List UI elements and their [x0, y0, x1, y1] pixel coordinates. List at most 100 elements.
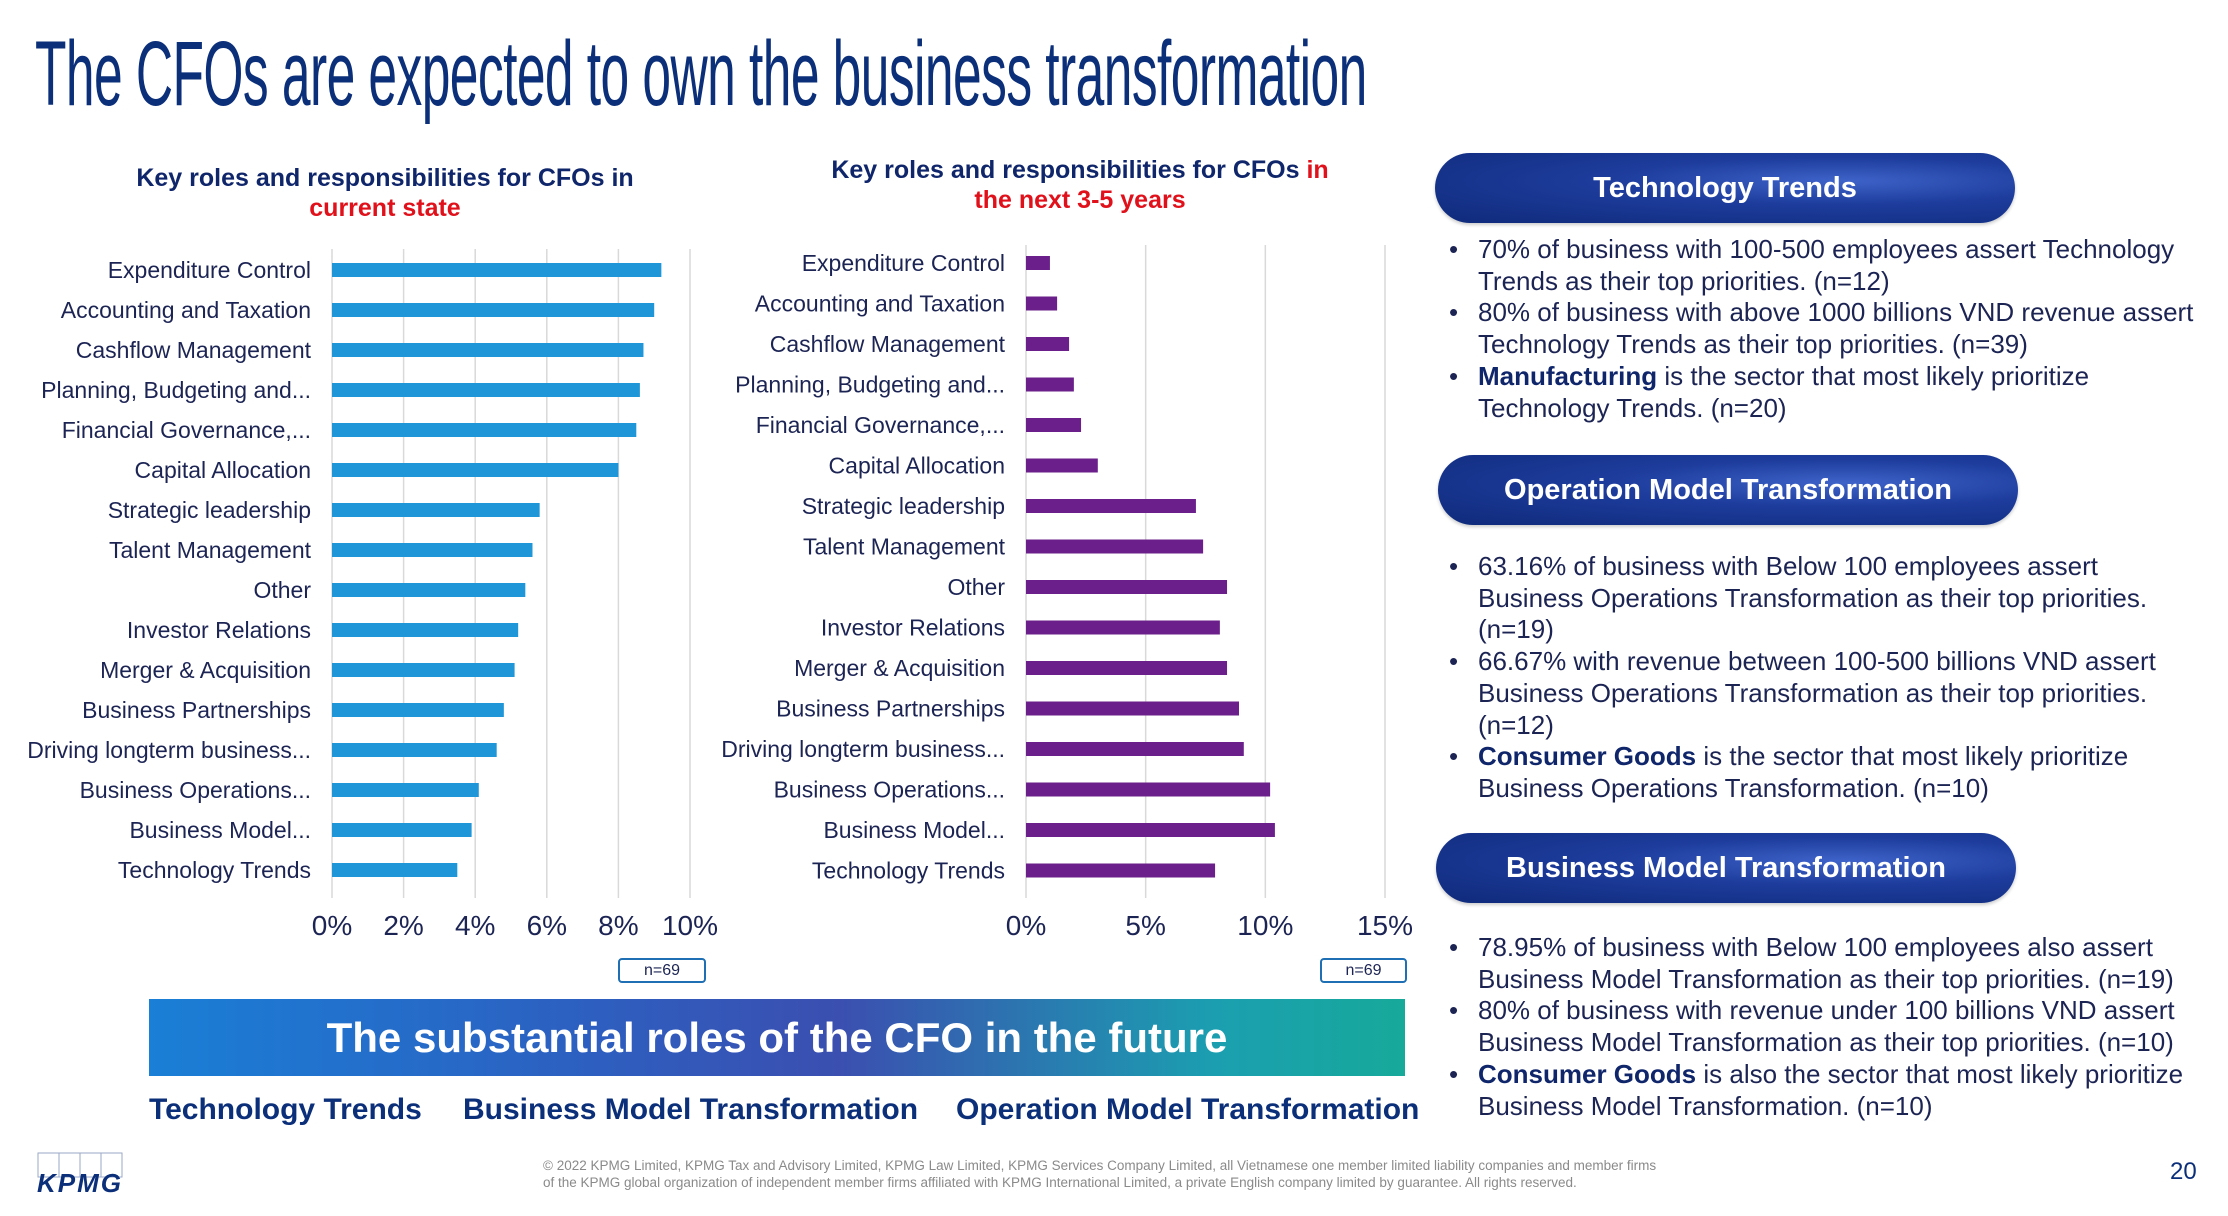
svg-text:KPMG: KPMG — [37, 1168, 121, 1196]
chart2-bar — [1026, 458, 1098, 473]
chart1-bar — [332, 663, 515, 677]
chart2-bar — [1026, 499, 1196, 513]
chart1-category-label: Business Operations... — [80, 777, 311, 803]
section-header-business-model: Business Model Transformation — [1436, 833, 2016, 903]
chart2-bar — [1026, 742, 1244, 756]
chart1-bar — [332, 783, 479, 797]
chart1-category-label: Financial Governance,... — [62, 417, 311, 443]
chart1-bar — [332, 423, 637, 437]
bullet-item: 80% of business with above 1000 billions… — [1449, 297, 2209, 360]
chart1-category-label: Cashflow Management — [76, 337, 312, 363]
chart2-bar — [1026, 337, 1070, 351]
chart2-category-label: Financial Governance,... — [756, 412, 1005, 438]
chart1-tick-label: 4% — [455, 910, 495, 941]
chart1-bar — [332, 303, 655, 317]
role-technology-trends: Technology Trends — [149, 1093, 422, 1126]
chart1-bar — [332, 823, 472, 837]
chart1-bar — [332, 263, 662, 277]
chart2-category-label: Business Operations... — [774, 777, 1005, 803]
chart1-category-label: Technology Trends — [118, 857, 311, 883]
chart-current-state: 0% 2% 4% 6% 8% 10% Expenditure Control Accounti… — [27, 245, 1413, 941]
chart1-bar — [332, 383, 640, 397]
section-header-technology-trends: Technology Trends — [1435, 153, 2015, 223]
operation-model-bullets: 63.16% of business with Below 100 employ… — [1449, 551, 2209, 805]
chart1-bar — [332, 583, 526, 597]
business-model-bullets: 78.95% of business with Below 100 employ… — [1449, 932, 2209, 1122]
chart1-title: Key roles and responsibilities for CFOs … — [90, 163, 680, 223]
chart2-title-line1: Key roles and responsibilities for CFOs — [831, 156, 1300, 184]
chart1-category-label: Capital Allocation — [135, 457, 311, 483]
chart1-bar — [332, 743, 497, 757]
chart1-category-label: Talent Management — [109, 537, 312, 563]
bullet-item: Consumer Goods is also the sector that m… — [1449, 1059, 2209, 1122]
chart1-category-label: Strategic leadership — [108, 497, 311, 523]
chart1-bar — [332, 503, 540, 517]
chart1-category-label: Accounting and Taxation — [61, 297, 311, 323]
chart2-category-label: Merger & Acquisition — [794, 655, 1005, 681]
chart2-bar — [1026, 377, 1074, 392]
chart2-bar — [1026, 823, 1275, 837]
chart1-category-label: Other — [253, 577, 311, 603]
chart2-title: Key roles and responsibilities for CFOs … — [780, 155, 1380, 215]
chart2-category-label: Other — [947, 574, 1005, 600]
chart2-title-in: in — [1306, 156, 1329, 184]
chart2-bar — [1026, 256, 1050, 270]
chart2-category-label: Business Model... — [823, 817, 1005, 843]
chart2-bar — [1026, 863, 1216, 878]
chart1-bar — [332, 343, 644, 357]
page-number: 20 — [2170, 1158, 2197, 1185]
chart2-bar — [1026, 539, 1204, 554]
chart2-bar — [1026, 782, 1271, 797]
kpmg-logo: KPMG — [37, 1152, 123, 1196]
chart1-bar — [332, 703, 504, 717]
chart2-bar — [1026, 620, 1220, 635]
chart1-title-line2: current state — [309, 194, 461, 222]
section-header-operation-model: Operation Model Transformation — [1438, 455, 2018, 525]
bullet-item: 80% of business with revenue under 100 b… — [1449, 995, 2209, 1058]
chart1-tick-label: 10% — [662, 910, 718, 941]
chart2-category-label: Driving longterm business... — [721, 736, 1005, 762]
chart1-tick-label: 8% — [598, 910, 638, 941]
chart2-category-label: Expenditure Control — [802, 250, 1005, 276]
role-business-model: Business Model Transformation — [463, 1093, 919, 1126]
chart2-category-label: Business Partnerships — [776, 696, 1005, 722]
chart1-tick-label: 6% — [527, 910, 567, 941]
chart1-bar — [332, 863, 458, 877]
chart1-category-label: Planning, Budgeting and... — [41, 377, 311, 403]
chart2-category-label: Talent Management — [803, 534, 1006, 560]
chart2-title-line2: the next 3-5 years — [974, 186, 1186, 214]
chart2-category-label: Investor Relations — [821, 615, 1005, 641]
chart1-category-label: Business Partnerships — [82, 697, 311, 723]
page-title: The CFOs are expected to own the busines… — [35, 23, 1367, 125]
chart2-tick-label: 15% — [1357, 910, 1413, 941]
chart2-bar — [1026, 661, 1228, 675]
copyright-line-2: of the KPMG global organization of indep… — [543, 1175, 1577, 1190]
chart2-category-label: Planning, Budgeting and... — [735, 372, 1005, 398]
chart1-category-label: Expenditure Control — [108, 257, 311, 283]
bullet-item: 66.67% with revenue between 100-500 bill… — [1449, 646, 2209, 741]
bullet-item: Manufacturing is the sector that most li… — [1449, 361, 2209, 424]
chart1-title-line1: Key roles and responsibilities for CFOs … — [136, 164, 634, 192]
copyright-line-1: © 2022 KPMG Limited, KPMG Tax and Adviso… — [543, 1158, 1657, 1173]
chart1-sample-size: n=69 — [618, 958, 706, 983]
chart2-category-label: Accounting and Taxation — [755, 291, 1005, 317]
bullet-item: Consumer Goods is the sector that most l… — [1449, 741, 2209, 804]
chart1-tick-label: 0% — [312, 910, 352, 941]
bullet-item: 63.16% of business with Below 100 employ… — [1449, 551, 2209, 646]
chart2-category-label: Capital Allocation — [829, 453, 1005, 479]
chart2-category-label: Cashflow Management — [770, 331, 1006, 357]
chart1-category-label: Merger & Acquisition — [100, 657, 311, 683]
technology-trends-bullets: 70% of business with 100-500 employees a… — [1449, 234, 2209, 424]
chart2-sample-size: n=69 — [1320, 958, 1407, 983]
role-operation-model: Operation Model Transformation — [956, 1093, 1420, 1126]
chart2-bar — [1026, 296, 1058, 311]
chart1-category-label: Investor Relations — [127, 617, 311, 643]
bullet-item: 70% of business with 100-500 employees a… — [1449, 234, 2209, 297]
chart2-tick-label: 0% — [1006, 910, 1046, 941]
chart1-bar — [332, 463, 619, 477]
chart2-category-label: Strategic leadership — [802, 493, 1005, 519]
chart2-bar — [1026, 580, 1228, 594]
chart2-tick-label: 10% — [1237, 910, 1293, 941]
chart1-category-label: Business Model... — [129, 817, 311, 843]
chart1-bar — [332, 623, 519, 637]
